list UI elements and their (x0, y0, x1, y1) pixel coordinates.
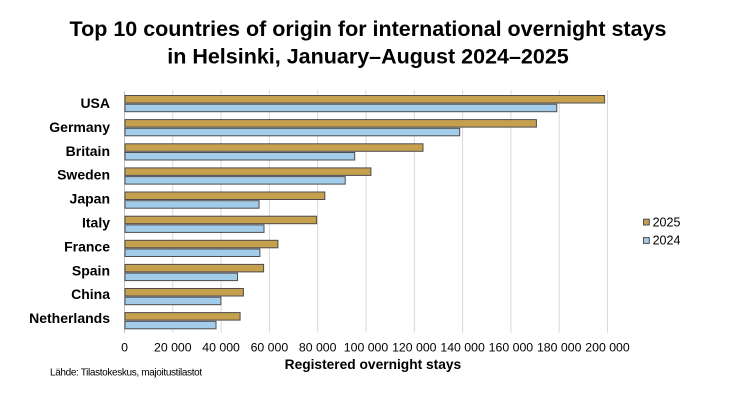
svg-text:Germany: Germany (49, 119, 110, 135)
svg-text:60 000: 60 000 (251, 341, 289, 355)
svg-text:China: China (71, 286, 110, 302)
svg-text:Lähde: Tilastokeskus, majoitus: Lähde: Tilastokeskus, majoitustilastot (50, 367, 202, 378)
svg-text:200 000: 200 000 (585, 341, 630, 355)
svg-text:Japan: Japan (70, 191, 110, 207)
svg-text:80 000: 80 000 (299, 341, 337, 355)
svg-text:Netherlands: Netherlands (29, 310, 110, 326)
svg-text:in Helsinki, January–August 20: in Helsinki, January–August 2024–2025 (167, 44, 569, 68)
svg-text:2025: 2025 (653, 216, 681, 230)
svg-text:Italy: Italy (82, 215, 110, 231)
svg-text:Registered overnight stays: Registered overnight stays (285, 357, 462, 372)
svg-text:160 000: 160 000 (489, 341, 534, 355)
svg-text:20 000: 20 000 (154, 341, 192, 355)
svg-text:40 000: 40 000 (202, 341, 240, 355)
svg-text:Top 10 countries of origin for: Top 10 countries of origin for internati… (70, 17, 667, 41)
svg-text:Sweden: Sweden (57, 167, 110, 183)
svg-text:140 000: 140 000 (440, 341, 485, 355)
svg-text:Spain: Spain (72, 262, 110, 278)
svg-text:120 000: 120 000 (392, 341, 437, 355)
svg-text:0: 0 (121, 341, 128, 355)
svg-text:100 000: 100 000 (344, 341, 389, 355)
svg-text:2024: 2024 (653, 233, 681, 247)
svg-text:France: France (64, 238, 110, 254)
svg-text:Britain: Britain (66, 143, 110, 159)
svg-text:USA: USA (80, 95, 110, 111)
svg-text:180 000: 180 000 (537, 341, 582, 355)
